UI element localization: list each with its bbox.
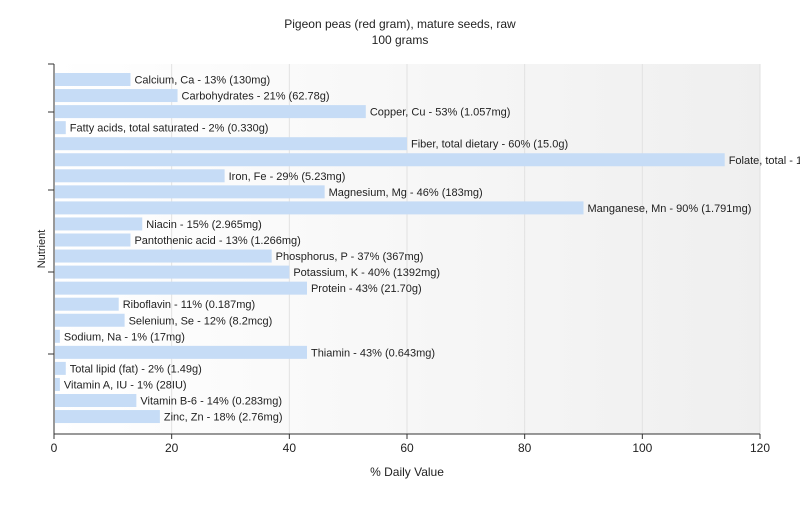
bar <box>55 137 407 151</box>
y-axis-title: Nutrient <box>36 230 48 269</box>
bar <box>55 249 272 263</box>
bar-label: Pantothenic acid - 13% (1.266mg) <box>134 235 300 247</box>
bar <box>55 410 160 424</box>
bar <box>55 345 307 359</box>
chart-title: Pigeon peas (red gram), mature seeds, ra… <box>284 17 516 31</box>
bar-label: Phosphorus, P - 37% (367mg) <box>276 251 424 263</box>
bar <box>55 329 60 343</box>
bar-label: Calcium, Ca - 13% (130mg) <box>134 75 270 87</box>
bar-label: Potassium, K - 40% (1392mg) <box>293 267 440 279</box>
bar-label: Iron, Fe - 29% (5.23mg) <box>229 171 346 183</box>
bar-label: Protein - 43% (21.70g) <box>311 283 422 295</box>
x-tick-label: 100 <box>632 441 652 455</box>
bar <box>55 201 584 215</box>
bar-label: Magnesium, Mg - 46% (183mg) <box>329 187 483 199</box>
bar <box>55 394 137 407</box>
grid-lines <box>171 64 761 434</box>
bar <box>55 121 66 135</box>
x-tick-label: 0 <box>51 441 58 455</box>
bar <box>55 233 131 247</box>
bar-label: Fiber, total dietary - 60% (15.0g) <box>411 139 568 151</box>
bar <box>55 73 131 86</box>
x-tick-label: 40 <box>283 441 297 455</box>
bar <box>55 153 725 167</box>
x-tick-label: 20 <box>165 441 179 455</box>
bar-label: Niacin - 15% (2.965mg) <box>146 219 262 231</box>
bar-label: Fatty acids, total saturated - 2% (0.330… <box>70 123 269 135</box>
bar <box>55 281 307 295</box>
bar <box>55 377 60 391</box>
bar-label: Manganese, Mn - 90% (1.791mg) <box>588 203 752 215</box>
bar-label: Sodium, Na - 1% (17mg) <box>64 331 185 343</box>
bar-label: Vitamin B-6 - 14% (0.283mg) <box>140 396 282 408</box>
bar-label: Carbohydrates - 21% (62.78g) <box>182 91 330 103</box>
bar-label: Zinc, Zn - 18% (2.76mg) <box>164 412 283 424</box>
bar <box>55 361 66 375</box>
bar <box>55 185 325 199</box>
bar <box>55 105 366 119</box>
x-tick-label: 80 <box>518 441 532 455</box>
bar <box>55 89 178 103</box>
bar <box>55 297 119 311</box>
bars <box>55 73 725 424</box>
bar-label: Selenium, Se - 12% (8.2mcg) <box>129 315 273 327</box>
bar-label: Total lipid (fat) - 2% (1.49g) <box>70 363 202 375</box>
bar-label: Riboflavin - 11% (0.187mg) <box>123 299 255 311</box>
chart-subtitle: 100 grams <box>372 33 429 47</box>
bar-labels: Calcium, Ca - 13% (130mg) Carbohydrates -… <box>64 75 800 424</box>
bar-label: Vitamin A, IU - 1% (28IU) <box>64 379 187 391</box>
bar <box>55 169 225 183</box>
x-axis-title: % Daily Value <box>370 465 444 479</box>
x-tick-label: 120 <box>750 441 770 455</box>
bar-label: Copper, Cu - 53% (1.057mg) <box>370 107 511 119</box>
axes: 0 20 40 60 80 100 120 <box>48 63 770 455</box>
bar-label: Thiamin - 43% (0.643mg) <box>311 347 435 359</box>
bar <box>55 265 290 279</box>
bar-label: Folate, total - 114% (456mcg) <box>729 155 800 167</box>
bar <box>55 313 125 327</box>
x-tick-label: 60 <box>400 441 414 455</box>
bar <box>55 217 143 231</box>
